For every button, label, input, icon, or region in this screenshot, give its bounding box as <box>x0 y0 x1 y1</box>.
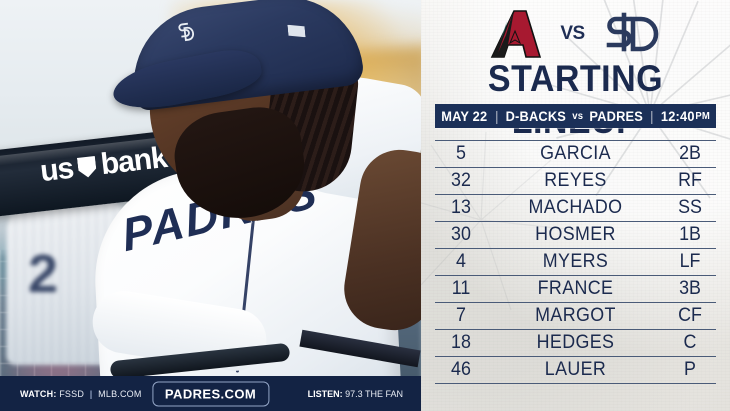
vs-small-label: vs <box>572 110 584 122</box>
player-name: MARGOT <box>535 305 616 326</box>
game-date: MAY 22 <box>441 108 488 124</box>
player-name: HEDGES <box>536 332 615 353</box>
game-info-separator-2: | <box>650 108 654 124</box>
player-number: 32 <box>451 170 471 191</box>
player-position: CF <box>678 305 702 326</box>
foreground-player: PADRES 34 <box>88 0 421 411</box>
player-name: GARCIA <box>540 143 611 164</box>
listen-label: LISTEN: <box>307 388 343 399</box>
lineup-panel: VS STARTING LINEUP MAY 22 | D-BACKS vs P… <box>421 0 730 411</box>
player-name: HOSMER <box>535 224 616 245</box>
table-row: 5 GARCIA 2B <box>435 140 716 168</box>
watch-separator: | <box>89 388 93 399</box>
lineup-table: 5 GARCIA 2B 32 REYES RF 13 MACHADO SS 30… <box>435 140 716 384</box>
player-name: LAUER <box>544 359 607 380</box>
table-row: 4 MYERS LF <box>435 249 716 276</box>
watch-channel: FSSD <box>59 388 85 399</box>
player-name: MYERS <box>542 251 609 272</box>
watch-channel-2: MLB.COM <box>98 388 142 399</box>
broadcast-footer-bar: WATCH: FSSD | MLB.COM PADRES.COM LISTEN:… <box>0 376 421 411</box>
away-team-name: D-BACKS <box>506 108 567 124</box>
player-number: 7 <box>456 305 466 326</box>
grain-overlay <box>421 0 730 411</box>
watch-label: WATCH: <box>20 388 57 399</box>
player-number: 46 <box>451 359 471 380</box>
page-title: STARTING LINEUP <box>487 58 664 141</box>
vs-label: VS <box>560 23 585 44</box>
player-position: 1B <box>679 224 701 245</box>
listen-station: 97.3 THE FAN <box>345 388 403 399</box>
player-position: P <box>684 359 696 380</box>
player-position: RF <box>678 170 702 191</box>
player-number: 11 <box>451 278 471 299</box>
cap-sd-logo-icon <box>178 22 194 42</box>
player-position: C <box>683 332 697 353</box>
player-number: 30 <box>451 224 471 245</box>
player-photo-panel: 2 us bank PADRES 34 <box>0 0 421 411</box>
table-row: 7 MARGOT CF <box>435 303 716 330</box>
game-info-separator-1: | <box>494 108 499 124</box>
player-number: 18 <box>451 332 471 353</box>
player-position: LF <box>679 251 701 272</box>
player-number: 13 <box>451 197 471 218</box>
table-row: 13 MACHADO SS <box>435 195 716 222</box>
player-number: 5 <box>456 143 466 164</box>
background-player-number: 2 <box>28 244 59 304</box>
player-position: 2B <box>679 143 701 164</box>
padres-sd-logo-icon <box>606 12 658 52</box>
player-position: SS <box>678 197 702 218</box>
home-team-name: PADRES <box>589 108 643 124</box>
game-time: 12:40 <box>660 108 695 124</box>
player-number: 4 <box>456 251 466 272</box>
player-position: 3B <box>679 278 701 299</box>
padres-com-badge[interactable]: PADRES.COM <box>151 381 270 406</box>
table-row: 11 FRANCE 3B <box>435 276 716 303</box>
table-row: 46 LAUER P <box>435 357 716 384</box>
matchup-logos: VS <box>421 8 730 60</box>
table-row: 32 REYES RF <box>435 168 716 195</box>
watch-info: WATCH: FSSD | MLB.COM <box>20 389 142 399</box>
table-row: 18 HEDGES C <box>435 330 716 357</box>
game-time-meridiem: PM <box>695 110 711 122</box>
listen-info: LISTEN: 97.3 THE FAN <box>308 389 403 399</box>
table-row: 30 HOSMER 1B <box>435 222 716 249</box>
diamondbacks-a-logo-icon <box>491 10 542 58</box>
paper-texture-background <box>421 0 730 411</box>
player-name: FRANCE <box>537 278 614 299</box>
game-info-bar: MAY 22 | D-BACKS vs PADRES | 12:40 PM <box>435 104 716 128</box>
player-name: REYES <box>544 170 607 191</box>
player-name: MACHADO <box>528 197 623 218</box>
